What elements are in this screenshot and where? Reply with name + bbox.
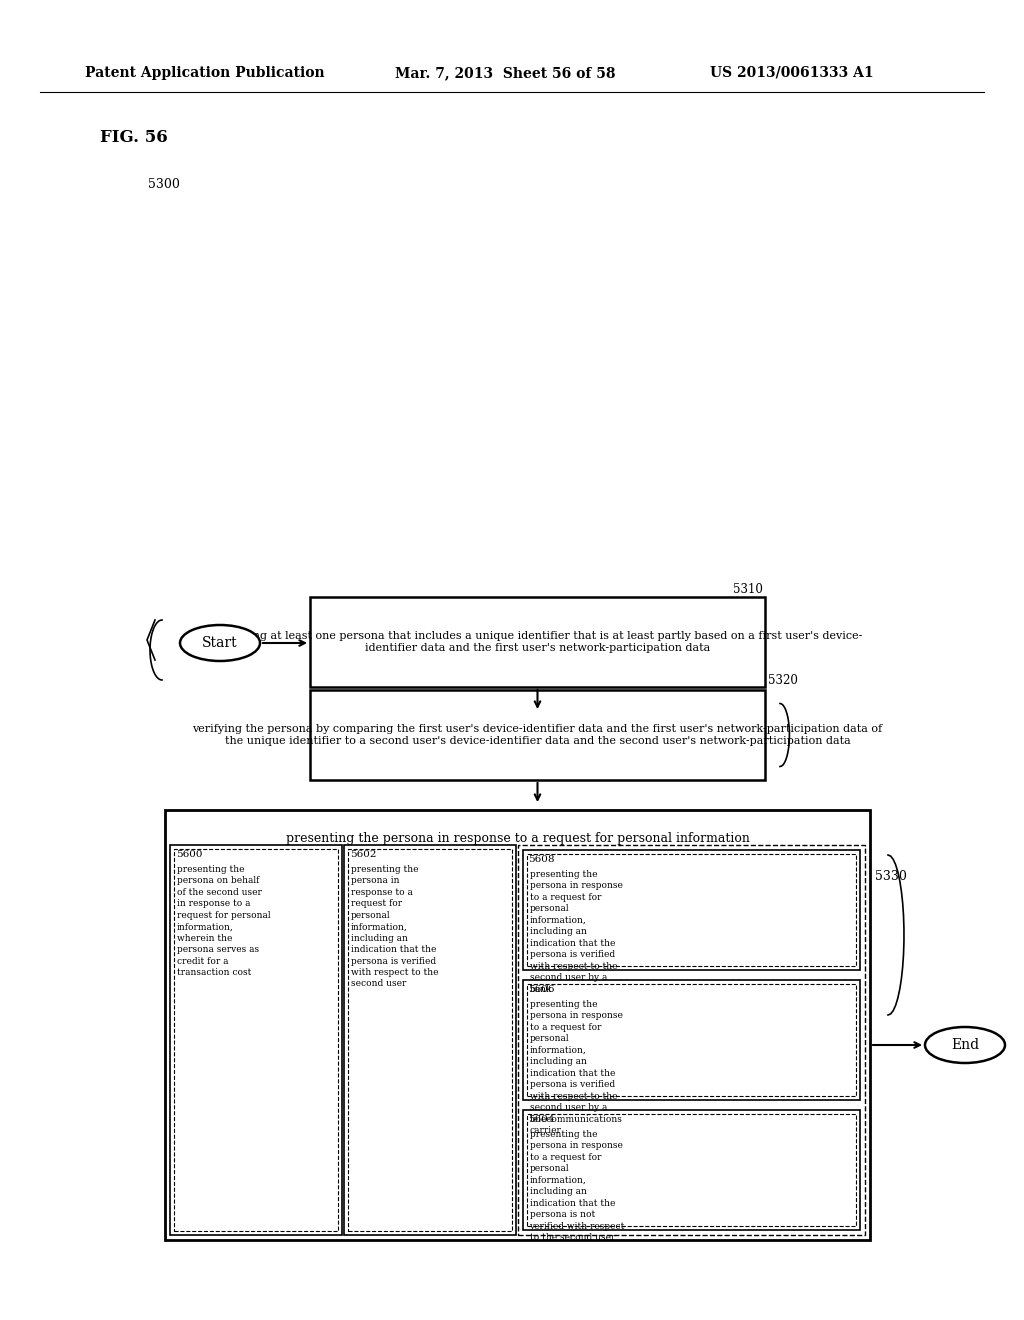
Text: accessing at least one persona that includes a unique identifier that is at leas: accessing at least one persona that incl… [212, 631, 862, 653]
Text: 5330: 5330 [874, 870, 907, 883]
FancyBboxPatch shape [310, 690, 765, 780]
FancyBboxPatch shape [517, 845, 865, 1236]
FancyBboxPatch shape [526, 854, 856, 966]
FancyBboxPatch shape [170, 845, 342, 1236]
Text: presenting the
persona in response
to a request for
personal
information,
includ: presenting the persona in response to a … [529, 1130, 625, 1242]
FancyBboxPatch shape [174, 849, 338, 1232]
Text: 5606: 5606 [528, 985, 555, 994]
FancyBboxPatch shape [344, 845, 515, 1236]
Text: 5300: 5300 [148, 178, 180, 191]
Ellipse shape [925, 1027, 1005, 1063]
Text: End: End [951, 1038, 979, 1052]
FancyBboxPatch shape [526, 983, 856, 1096]
Text: presenting the
persona on behalf
of the second user
in response to a
request for: presenting the persona on behalf of the … [177, 865, 270, 977]
FancyBboxPatch shape [348, 849, 512, 1232]
Text: presenting the
persona in
response to a
request for
personal
information,
includ: presenting the persona in response to a … [351, 865, 438, 989]
FancyBboxPatch shape [522, 850, 860, 970]
FancyBboxPatch shape [310, 597, 765, 686]
Text: Patent Application Publication: Patent Application Publication [85, 66, 325, 81]
Text: Start: Start [202, 636, 238, 649]
FancyBboxPatch shape [165, 810, 870, 1239]
Text: 5608: 5608 [528, 855, 555, 865]
Text: 5600: 5600 [176, 850, 203, 859]
Ellipse shape [180, 624, 260, 661]
Text: Mar. 7, 2013  Sheet 56 of 58: Mar. 7, 2013 Sheet 56 of 58 [395, 66, 615, 81]
Text: presenting the
persona in response
to a request for
personal
information,
includ: presenting the persona in response to a … [529, 1001, 623, 1135]
FancyBboxPatch shape [526, 1114, 856, 1226]
Text: US 2013/0061333 A1: US 2013/0061333 A1 [710, 66, 873, 81]
FancyBboxPatch shape [522, 1110, 860, 1230]
Text: verifying the persona by comparing the first user's device-identifier data and t: verifying the persona by comparing the f… [193, 725, 883, 746]
Text: 5602: 5602 [350, 850, 376, 859]
Text: presenting the persona in response to a request for personal information: presenting the persona in response to a … [286, 832, 750, 845]
Text: presenting the
persona in response
to a request for
personal
information,
includ: presenting the persona in response to a … [529, 870, 623, 994]
Text: FIG. 56: FIG. 56 [100, 129, 168, 147]
Text: 5310: 5310 [733, 583, 763, 597]
FancyBboxPatch shape [522, 979, 860, 1100]
Text: 5604: 5604 [528, 1115, 555, 1125]
Text: 5320: 5320 [768, 675, 798, 686]
